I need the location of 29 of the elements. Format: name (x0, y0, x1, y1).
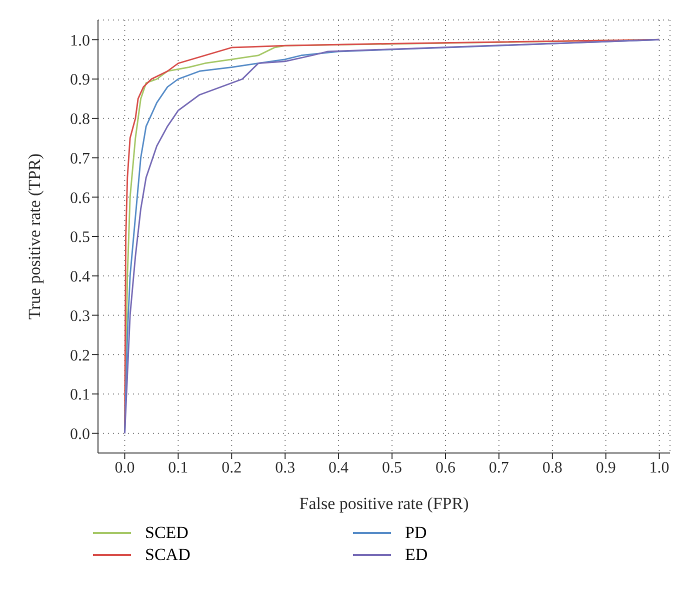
x-tick-label: 0.2 (222, 459, 242, 476)
x-tick-label: 1.0 (649, 459, 670, 476)
y-tick-label: 0.4 (70, 268, 90, 286)
y-tick-label: 0.2 (70, 347, 90, 364)
y-axis-title: True positive rate (TPR) (25, 153, 44, 320)
x-tick-label: 0.9 (596, 459, 616, 476)
x-tick-label: 0.4 (328, 459, 349, 476)
x-tick-label: 0.7 (488, 459, 509, 476)
y-tick-label: 0.3 (70, 308, 90, 325)
x-tick-label: 0.0 (114, 459, 135, 476)
x-tick-label: 0.5 (382, 459, 402, 476)
x-tick-label: 0.1 (168, 459, 188, 476)
legend-label: PD (405, 523, 427, 543)
x-axis-title: False positive rate (FPR) (299, 494, 469, 513)
y-tick-label: 0.9 (70, 72, 90, 89)
legend-label: ED (405, 545, 428, 565)
y-tick-label: 0.1 (70, 386, 90, 404)
y-tick-label: 0.0 (70, 426, 90, 443)
line-series (124, 38, 660, 434)
y-tick-label: 0.8 (70, 111, 90, 128)
legend-label: SCED (145, 523, 188, 543)
y-tick-label: 1.0 (70, 32, 90, 50)
y-tick-label: 0.5 (70, 229, 90, 246)
y-tick-label: 0.7 (70, 150, 90, 168)
x-tick-label: 0.3 (275, 459, 296, 476)
x-tick-label: 0.8 (542, 459, 562, 476)
x-tick-label: 0.6 (435, 459, 456, 476)
legend-label: SCAD (145, 545, 190, 565)
y-tick-label: 0.6 (70, 190, 90, 207)
